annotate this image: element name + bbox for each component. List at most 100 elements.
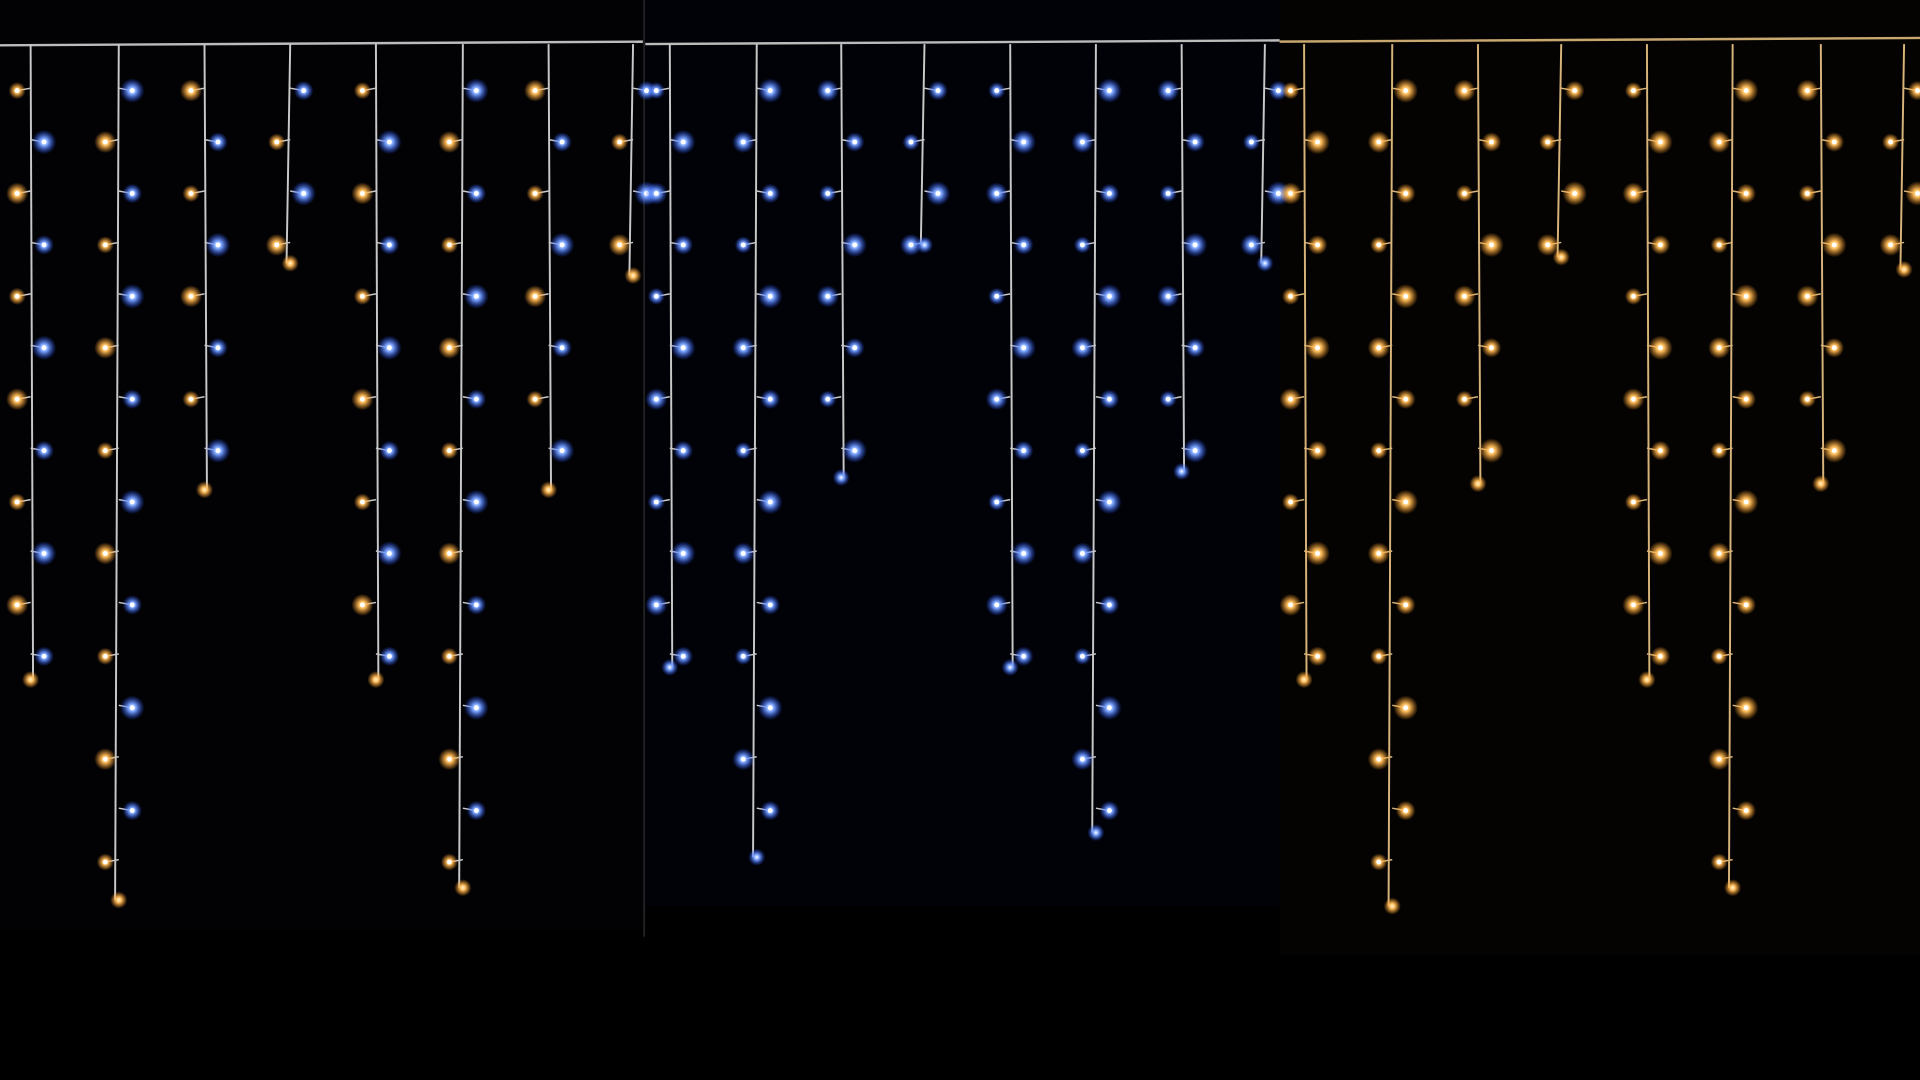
strand-wire [374, 44, 380, 680]
light-bulb [680, 345, 686, 351]
light-bulb [360, 499, 365, 505]
light-bulb [41, 551, 47, 556]
strand-wire [668, 44, 674, 668]
light-bulb [1831, 242, 1837, 248]
light-bulb [215, 448, 221, 454]
light-bulb [14, 499, 20, 505]
light-bulb [14, 191, 20, 196]
strand-wire [1819, 44, 1825, 484]
light-bulb [102, 551, 108, 556]
light-bulb [1657, 242, 1663, 248]
light-bulb [767, 499, 773, 505]
light-bulb [446, 448, 452, 454]
light-bulb [1288, 396, 1294, 402]
light-bulb [1080, 756, 1085, 762]
light-bulb [1403, 499, 1409, 505]
light-glow [1907, 80, 1920, 101]
strand-wire [628, 44, 635, 276]
light-bulb [360, 396, 365, 402]
light-bulb [129, 396, 135, 402]
light-bulb [215, 139, 221, 145]
light-bulb [680, 551, 686, 556]
light-bulb [1804, 191, 1810, 196]
light-bulb [446, 653, 452, 659]
light-bulb [559, 345, 565, 351]
light-bulb [767, 602, 773, 608]
panel-warm [1279, 0, 1920, 956]
light-bulb [1804, 293, 1810, 299]
light-bulb [473, 602, 479, 608]
light-bulb [188, 191, 194, 196]
light-bulb [1831, 448, 1837, 454]
light-bulb [1743, 396, 1749, 402]
light-bulb [1288, 88, 1294, 94]
light-bulb [1315, 242, 1320, 248]
light-bulb [446, 139, 452, 145]
light-bulb [386, 448, 392, 454]
light-bulb [1288, 191, 1294, 196]
light-bulb [740, 139, 746, 145]
light-bulb [274, 242, 280, 248]
light-bulb [532, 396, 538, 402]
light-bulb [1716, 551, 1722, 556]
light-bulb [1403, 88, 1409, 94]
strand-wire [29, 44, 35, 680]
light-bulb [653, 396, 659, 402]
light-bulb [852, 242, 858, 248]
light-bulb [1106, 705, 1112, 711]
light-bulb [1288, 499, 1294, 505]
end-bulb [1724, 879, 1742, 897]
strand-wire [1728, 44, 1734, 888]
light-bulb [1165, 191, 1171, 196]
light-bulb [41, 242, 47, 248]
light-bulb [14, 293, 20, 299]
panel-mixed [0, 0, 643, 931]
light-bulb [14, 396, 20, 402]
light-bulb [1376, 653, 1382, 659]
light-bulb [994, 191, 1000, 196]
light-bulb [1248, 242, 1254, 248]
end-bulb [110, 891, 128, 909]
light-bulb [1315, 653, 1320, 659]
light-bulb [1080, 653, 1085, 659]
light-bulb [129, 88, 135, 94]
light-bulb [1192, 345, 1198, 351]
light-bulb [1106, 602, 1112, 608]
top-wire [1279, 36, 1920, 43]
light-bulb [188, 396, 194, 402]
light-bulb [653, 191, 659, 196]
light-bulb [1288, 602, 1294, 608]
light-bulb [1462, 396, 1467, 402]
light-bulb [1403, 191, 1409, 196]
light-bulb [1376, 551, 1382, 556]
light-bulb [1192, 242, 1198, 248]
light-bulb [994, 602, 1000, 608]
light-bulb [1106, 293, 1112, 299]
light-bulb [1376, 242, 1382, 248]
light-bulb [446, 859, 452, 865]
strand-wire [840, 44, 845, 478]
light-bulb [1021, 448, 1027, 454]
light-bulb [1080, 345, 1085, 351]
light-bulb [935, 88, 941, 94]
end-bulb [915, 236, 934, 254]
light-bulb [740, 551, 746, 556]
light-bulb [1403, 602, 1409, 608]
strand-wire [547, 44, 552, 490]
light-bulb [908, 242, 914, 248]
end-bulb [1087, 824, 1105, 842]
strand-wire [752, 44, 758, 858]
light-bulb [1488, 448, 1494, 454]
light-bulb [129, 293, 135, 299]
light-bulb [1376, 859, 1382, 865]
end-bulb [661, 658, 679, 676]
light-bulb [767, 191, 773, 196]
light-bulb [1106, 88, 1112, 94]
light-bulb [1804, 88, 1810, 94]
light-bulb [1376, 448, 1382, 454]
light-bulb [1657, 653, 1663, 659]
end-bulb [1552, 248, 1570, 266]
light-bulb [680, 448, 686, 454]
light-bulb [446, 756, 452, 762]
